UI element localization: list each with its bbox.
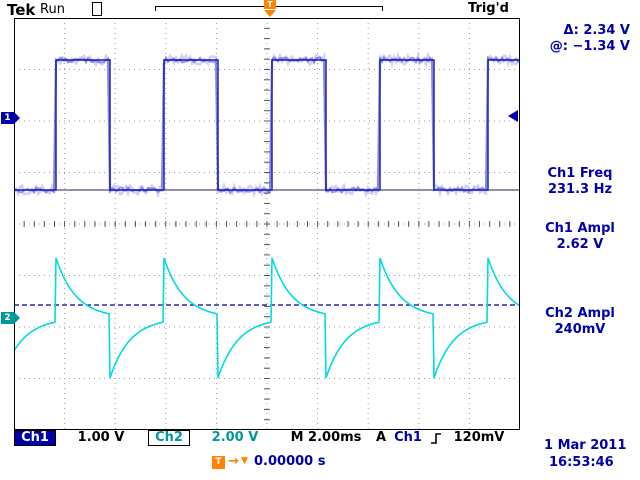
- cursor-at-readout: @: −1.34 V: [522, 39, 638, 54]
- trigger-level-readout: 120mV: [448, 430, 510, 446]
- trigger-marker-icon: T: [212, 456, 225, 469]
- measurement-1-title: Ch1 Freq: [522, 166, 638, 181]
- measurement-1-value: 231.3 Hz: [522, 182, 638, 197]
- trigger-source-label: Ch1: [390, 430, 426, 446]
- date-readout: 1 Mar 2011: [544, 438, 626, 453]
- readout-panel: Δ: 2.34 V @: −1.34 V Ch1 Freq 231.3 Hz C…: [522, 18, 638, 430]
- rising-edge-icon: [430, 432, 442, 449]
- marker-down-icon: ▼: [241, 456, 248, 466]
- tek-logo: Tek: [7, 1, 35, 19]
- trigger-position-icon: T: [264, 0, 276, 9]
- ch1-label-chip: Ch1: [14, 430, 56, 446]
- trigger-position-arrow-icon: [264, 10, 276, 17]
- ch2-volts-per-div: 2.00 V: [192, 430, 278, 446]
- trigger-type-label: A: [374, 430, 388, 446]
- measurement-2-value: 2.62 V: [522, 237, 638, 252]
- ch2-label-chip: Ch2: [148, 430, 190, 446]
- trigger-status: Trig'd: [468, 1, 509, 16]
- ch1-ground-marker: 1: [1, 112, 14, 124]
- time-readout: 16:53:46: [549, 455, 614, 470]
- acquisition-status: Run: [40, 2, 65, 17]
- graticule-canvas: [14, 18, 520, 430]
- ch2-ground-marker: 2: [1, 312, 14, 324]
- measurement-3-title: Ch2 Ampl: [522, 306, 638, 321]
- cursor-delta-readout: Δ: 2.34 V: [522, 23, 638, 38]
- arrow-right-icon: →: [228, 454, 239, 469]
- measurement-3-value: 240mV: [522, 322, 638, 337]
- ch1-volts-per-div: 1.00 V: [58, 430, 144, 446]
- trigger-position-readout: 0.00000 s: [254, 454, 325, 469]
- trigger-level-arrow-icon: [508, 110, 518, 122]
- acquisition-progress-box: [92, 2, 102, 16]
- measurement-2-title: Ch1 Ampl: [522, 221, 638, 236]
- timebase-readout: M 2.00ms: [284, 430, 368, 446]
